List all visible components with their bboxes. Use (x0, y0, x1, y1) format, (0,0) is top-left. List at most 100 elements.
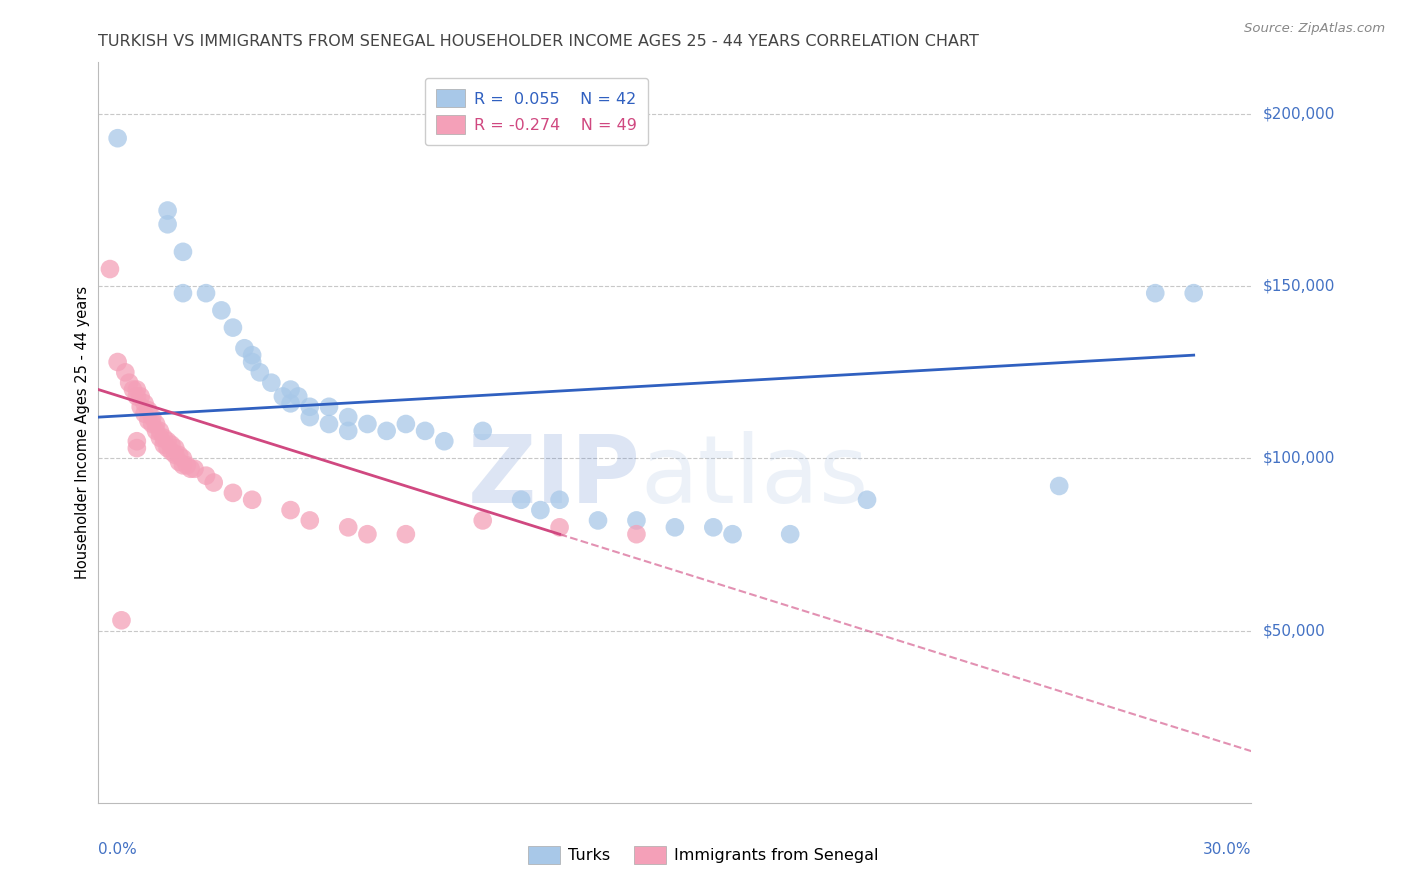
Point (125, 389, 148, 403)
Point (1047, 479, 1070, 493)
Point (125, 441, 148, 455)
Point (471, 424, 494, 438)
Point (356, 417, 378, 431)
Point (156, 434, 179, 449)
Point (118, 376, 141, 390)
Point (337, 424, 360, 438)
Point (165, 448, 187, 462)
Point (222, 320, 245, 334)
Text: $150,000: $150,000 (1263, 279, 1334, 293)
Point (145, 424, 167, 438)
Y-axis label: Householder Income Ages 25 - 44 years: Householder Income Ages 25 - 44 years (75, 286, 90, 579)
Point (548, 520, 571, 534)
Point (125, 434, 148, 449)
Text: $100,000: $100,000 (1263, 451, 1334, 466)
Point (548, 492, 571, 507)
Point (222, 486, 245, 500)
Point (395, 527, 418, 541)
Point (98, 262, 121, 277)
Point (233, 341, 256, 355)
Point (1182, 286, 1205, 301)
Point (110, 613, 132, 627)
Point (337, 520, 360, 534)
Point (529, 503, 551, 517)
Point (149, 431, 172, 445)
Point (664, 520, 686, 534)
Point (172, 244, 194, 259)
Point (271, 389, 294, 403)
Point (152, 438, 174, 452)
Text: TURKISH VS IMMIGRANTS FROM SENEGAL HOUSEHOLDER INCOME AGES 25 - 44 YEARS CORRELA: TURKISH VS IMMIGRANTS FROM SENEGAL HOUSE… (98, 34, 980, 49)
Point (202, 475, 225, 490)
Point (626, 527, 648, 541)
Point (280, 383, 302, 397)
Point (240, 355, 263, 369)
Point (240, 492, 263, 507)
Point (510, 492, 533, 507)
Point (134, 407, 156, 421)
Point (165, 441, 187, 455)
Point (856, 492, 879, 507)
Point (395, 417, 418, 431)
Point (195, 286, 218, 301)
Point (180, 462, 202, 476)
Text: Source: ZipAtlas.com: Source: ZipAtlas.com (1244, 22, 1385, 36)
Point (318, 417, 340, 431)
Point (107, 355, 129, 369)
Point (160, 444, 183, 458)
Point (149, 424, 172, 438)
Point (138, 403, 160, 417)
Point (167, 448, 190, 462)
Point (586, 513, 609, 527)
Point (337, 410, 360, 425)
Legend: Turks, Immigrants from Senegal: Turks, Immigrants from Senegal (522, 839, 884, 871)
Point (160, 438, 183, 452)
Point (260, 376, 283, 390)
Text: ZIP: ZIP (467, 431, 640, 523)
Point (298, 410, 321, 425)
Point (141, 410, 163, 425)
Point (138, 413, 160, 427)
Point (209, 303, 232, 318)
Point (176, 458, 198, 473)
Point (125, 383, 148, 397)
Point (287, 389, 309, 403)
Point (114, 365, 136, 379)
Point (280, 503, 302, 517)
Point (195, 468, 218, 483)
Point (318, 400, 340, 414)
Point (145, 417, 167, 431)
Point (298, 513, 321, 527)
Point (1144, 286, 1167, 301)
Point (249, 365, 271, 379)
Legend: R =  0.055    N = 42, R = -0.274    N = 49: R = 0.055 N = 42, R = -0.274 N = 49 (425, 78, 648, 145)
Text: 0.0%: 0.0% (98, 842, 138, 856)
Point (156, 203, 179, 218)
Point (134, 396, 156, 410)
Point (356, 527, 378, 541)
Point (721, 527, 744, 541)
Text: $50,000: $50,000 (1263, 624, 1326, 638)
Point (280, 396, 302, 410)
Point (375, 424, 398, 438)
Point (702, 520, 724, 534)
Point (298, 400, 321, 414)
Point (240, 348, 263, 362)
Point (413, 424, 436, 438)
Point (141, 417, 163, 431)
Point (471, 513, 494, 527)
Point (122, 383, 145, 397)
Point (172, 458, 194, 473)
Point (107, 131, 129, 145)
Point (172, 451, 194, 466)
Point (167, 455, 190, 469)
Point (129, 400, 152, 414)
Text: atlas: atlas (640, 431, 869, 523)
Point (433, 434, 456, 449)
Point (626, 513, 648, 527)
Point (152, 431, 174, 445)
Text: $200,000: $200,000 (1263, 106, 1334, 121)
Point (129, 389, 152, 403)
Point (779, 527, 801, 541)
Point (183, 462, 205, 476)
